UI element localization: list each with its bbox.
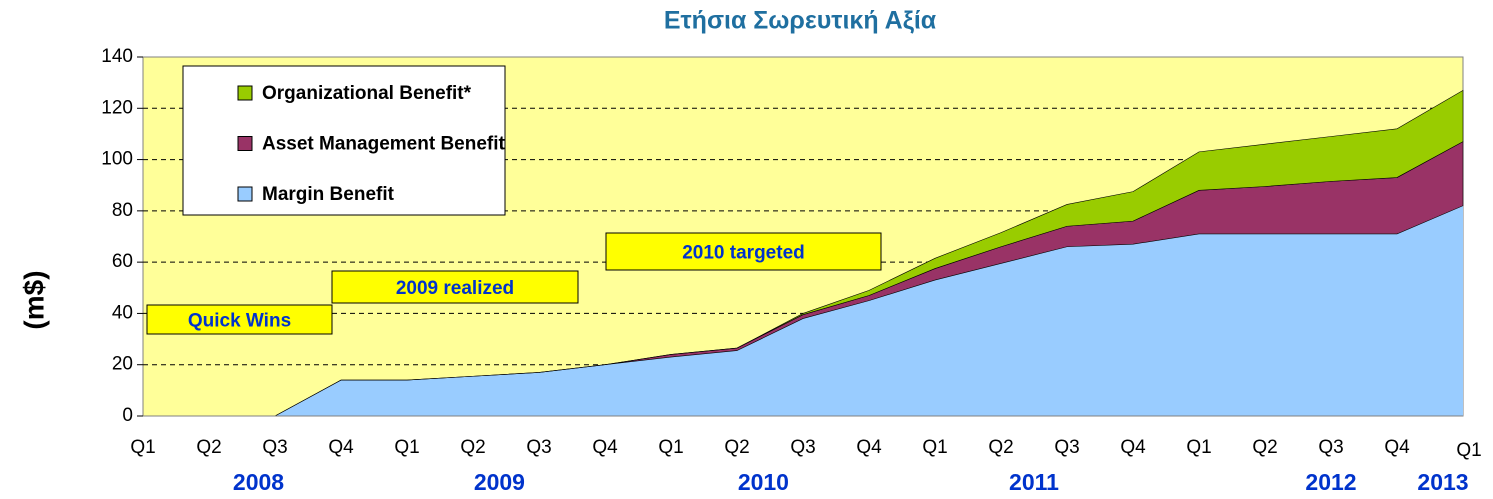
- x-tick-label: Q2: [988, 437, 1013, 458]
- x-tick-label: Q1: [1456, 440, 1481, 461]
- area: [143, 205, 1463, 416]
- y-tick-label: 80: [112, 200, 133, 221]
- annotation-box: [605, 232, 882, 271]
- annotation-box: [331, 270, 579, 304]
- x-tick-label: Q2: [460, 437, 485, 458]
- x-tick-label: Q2: [1252, 437, 1277, 458]
- annotation-box: [146, 304, 333, 335]
- year-label: 2012: [1305, 469, 1356, 495]
- x-tick-label: Q4: [1384, 437, 1410, 458]
- x-tick-label: Q1: [130, 437, 155, 458]
- x-tick-label: Q1: [1186, 437, 1211, 458]
- area: [143, 89, 1464, 417]
- year-label: 2013: [1417, 469, 1468, 495]
- legend-swatch: [237, 136, 253, 151]
- x-tick-label: Q2: [196, 437, 221, 458]
- annotation: Quick Wins: [188, 311, 291, 332]
- legend-box: [182, 65, 506, 216]
- x-tick-label: Q4: [592, 437, 618, 458]
- x-tick-label: Q3: [1054, 437, 1079, 458]
- y-axis-label: (m$): [18, 270, 49, 329]
- chart-title: Ετήσια Σωρευτική Αξία: [664, 7, 937, 35]
- x-tick-label: Q3: [1318, 437, 1343, 458]
- y-tick-label: 60: [112, 251, 133, 272]
- x-tick-label: Q3: [526, 437, 551, 458]
- x-tick-label: Q1: [922, 437, 947, 458]
- y-tick-label: 20: [112, 354, 133, 375]
- y-tick-label: 0: [122, 405, 133, 426]
- legend-swatch: [237, 186, 253, 202]
- y-tick-label: 100: [101, 149, 133, 170]
- annotation: 2009 realized: [396, 278, 514, 299]
- legend-swatch: [237, 85, 253, 101]
- x-tick-label: Q4: [328, 437, 354, 458]
- year-label: 2009: [474, 469, 525, 495]
- x-tick-label: Q3: [790, 437, 815, 458]
- x-tick-label: Q1: [394, 437, 419, 458]
- year-label: 2008: [233, 469, 284, 495]
- y-tick-label: 40: [112, 302, 133, 323]
- y-tick-label: 120: [101, 97, 133, 118]
- annotation: 2010 targeted: [682, 243, 805, 264]
- legend-label: Asset Management Benefit: [262, 134, 506, 155]
- year-label: 2011: [1009, 469, 1059, 495]
- x-tick-label: Q1: [658, 437, 683, 458]
- year-label: 2010: [738, 469, 789, 495]
- x-tick-label: Q3: [262, 437, 287, 458]
- x-tick-label: Q4: [856, 437, 882, 458]
- legend-label: Margin Benefit: [262, 184, 395, 205]
- legend-label: Organizational Benefit*: [262, 83, 472, 104]
- y-tick-label: 140: [101, 46, 133, 67]
- x-tick-label: Q4: [1120, 437, 1146, 458]
- x-tick-label: Q2: [724, 437, 749, 458]
